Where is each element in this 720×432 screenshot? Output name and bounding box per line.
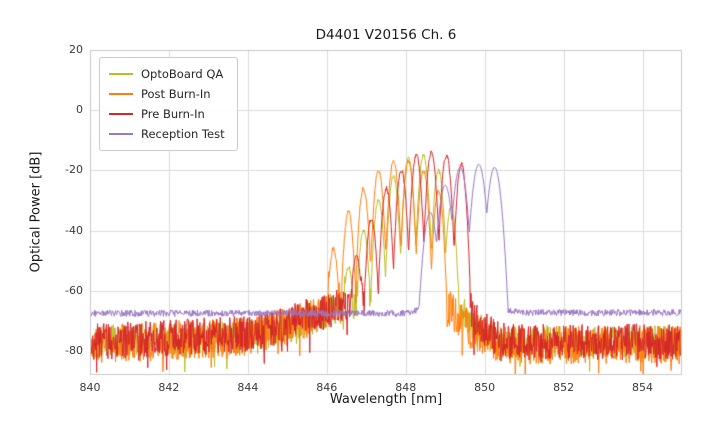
legend-label: Pre Burn-In: [141, 107, 205, 121]
x-tick-label: 848: [395, 381, 417, 394]
legend-line-swatch: [109, 113, 133, 115]
legend-label: OptoBoard QA: [141, 67, 224, 81]
legend: OptoBoard QA Post Burn-In Pre Burn-In Re…: [99, 57, 238, 151]
x-axis-label: Wavelength [nm]: [329, 392, 443, 407]
x-tick-label: 844: [237, 381, 259, 394]
x-tick-label: 850: [474, 381, 496, 394]
y-tick-label: -60: [65, 283, 83, 297]
x-tick-label: 840: [79, 381, 101, 394]
x-tick-label: 854: [632, 381, 654, 394]
legend-label: Post Burn-In: [141, 87, 211, 101]
y-axis-label: Optical Power [dB]: [28, 151, 44, 273]
y-tick-label: -40: [65, 223, 83, 237]
legend-line-swatch: [109, 73, 133, 75]
chart-title: D4401 V20156 Ch. 6: [315, 27, 457, 43]
legend-item-pre-burn-in: Pre Burn-In: [109, 104, 225, 124]
y-tick-label: 20: [69, 43, 83, 56]
x-tick-label: 842: [158, 381, 180, 394]
legend-line-swatch: [109, 133, 133, 135]
x-tick-label: 852: [553, 381, 575, 394]
legend-item-reception-test: Reception Test: [109, 124, 225, 144]
x-tick-label: 846: [316, 381, 338, 394]
y-tick-label: 0: [76, 103, 83, 117]
y-tick-label: -20: [65, 163, 83, 177]
legend-label: Reception Test: [141, 127, 225, 141]
legend-item-post-burn-in: Post Burn-In: [109, 84, 225, 104]
legend-line-swatch: [109, 93, 133, 95]
legend-item-optoboard-qa: OptoBoard QA: [109, 64, 225, 84]
y-tick-label: -80: [65, 343, 83, 357]
